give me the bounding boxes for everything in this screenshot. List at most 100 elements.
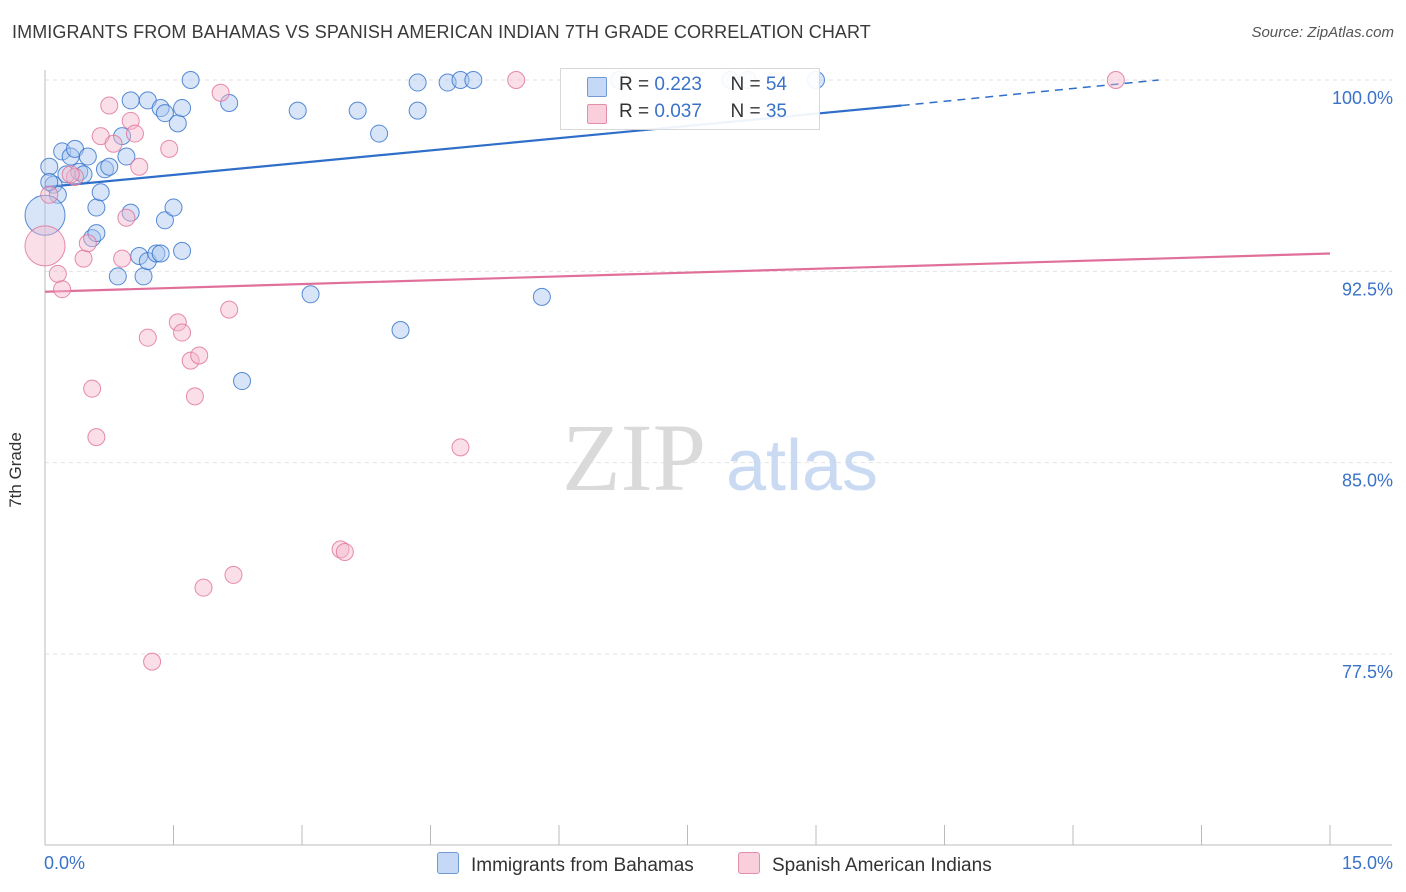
point-bahamas [91,183,110,202]
point-bahamas [301,285,320,304]
legend-n-label: N = [730,101,766,122]
point-bahamas [100,157,119,176]
point-bahamas [155,211,174,230]
point-spanish [181,351,200,370]
y-tick-label: 77.5% [1342,662,1393,682]
point-bahamas [408,73,427,92]
source-label: Source: ZipAtlas.com [1251,24,1394,41]
tick-labels: 100.0% 92.5% 85.0% 77.5% 0.0% 15.0% [44,88,1393,873]
point-spanish [125,124,144,143]
stats-legend: R = 0.223 N = 54 R = 0.037 N = 35 [560,68,820,130]
point-bahamas [164,198,183,217]
point-spanish [335,542,354,561]
legend-swatch-blue [437,852,459,874]
point-spanish [117,208,136,227]
watermark-atlas: atlas [726,426,878,506]
point-spanish [74,249,93,268]
legend-swatch-pink [587,104,607,124]
point-bahamas [130,247,149,266]
x-tick-label: 0.0% [44,853,85,873]
legend-swatch-blue [587,77,607,97]
legend-label-bahamas: Immigrants from Bahamas [471,855,694,876]
point-spanish [24,225,66,267]
point-spanish [87,428,106,447]
point-bahamas [532,287,551,306]
point-spanish [185,387,204,406]
point-bahamas [168,114,187,133]
point-spanish [224,565,243,584]
point-spanish [100,96,119,115]
point-bahamas [288,101,307,120]
point-bahamas [151,244,170,263]
point-bahamas [24,194,66,236]
point-spanish [507,71,526,89]
y-tick-label: 85.0% [1342,471,1393,491]
trend-line-spanish [44,252,1331,293]
point-spanish [61,165,80,184]
point-bahamas [181,71,200,89]
point-bahamas [147,244,166,263]
point-bahamas [78,147,97,166]
watermark-zip: ZIP [562,404,706,511]
legend-item-spanish[interactable]: Spanish American Indians [738,852,992,877]
legend-item-bahamas[interactable]: Immigrants from Bahamas [437,852,694,877]
point-spanish [194,578,213,597]
point-spanish [78,234,97,253]
point-spanish [130,157,149,176]
point-spanish [451,438,470,457]
point-bahamas [464,71,483,89]
point-spanish [160,139,179,158]
legend-n-value: 54 [765,74,787,95]
point-spanish [168,313,187,332]
point-spanish [138,328,157,347]
chart-title: IMMIGRANTS FROM BAHAMAS VS SPANISH AMERI… [12,22,871,42]
axes [44,70,1392,846]
point-bahamas [87,198,106,217]
data-points [24,71,1125,671]
legend-swatch-pink [738,852,760,874]
point-bahamas [391,321,410,340]
y-tick-label: 100.0% [1332,88,1393,108]
point-bahamas [173,99,192,118]
point-bahamas [155,104,174,123]
point-bahamas [173,241,192,260]
point-spanish [53,280,72,299]
legend-r-label: R = [619,101,655,122]
point-spanish [173,323,192,342]
point-bahamas [40,173,59,192]
legend-r-value: 0.037 [654,101,702,122]
point-spanish [40,185,59,204]
point-spanish [113,249,132,268]
point-bahamas [121,91,140,110]
legend-text-bahamas: R = 0.223 N = 54 [619,74,787,96]
point-bahamas [233,372,252,391]
legend-n-label: N = [730,74,766,95]
point-spanish [1106,71,1125,89]
trend-line-bahamas-extension [901,79,1159,107]
x-tick-label: 15.0% [1342,853,1393,873]
point-spanish [211,83,230,102]
point-bahamas [134,267,153,286]
point-spanish [220,300,239,319]
point-spanish [190,346,209,365]
legend-text-spanish: R = 0.037 N = 35 [619,101,787,123]
gridlines [45,79,1392,655]
point-spanish [104,134,123,153]
legend-r-label: R = [619,74,655,95]
point-bahamas [348,101,367,120]
point-spanish [48,264,67,283]
legend-n-value: 35 [765,101,787,122]
legend-r-value: 0.223 [654,74,702,95]
point-bahamas [370,124,389,143]
point-spanish [83,379,102,398]
legend-label-spanish: Spanish American Indians [772,855,992,876]
point-bahamas [108,267,127,286]
point-bahamas [408,101,427,120]
y-tick-label: 92.5% [1342,279,1393,299]
point-bahamas [451,71,470,89]
point-bahamas [40,157,59,176]
watermark: ZIP atlas [562,404,878,511]
point-spanish [143,652,162,671]
point-bahamas [117,147,136,166]
